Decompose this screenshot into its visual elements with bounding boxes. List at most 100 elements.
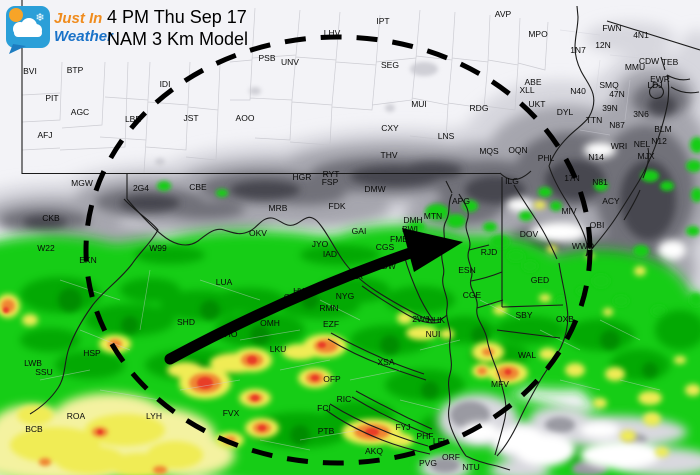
station-HGR: HGR xyxy=(293,172,312,182)
station-LNS: LNS xyxy=(438,131,455,141)
station-MUI: MUI xyxy=(411,99,427,109)
station-NHK: NHK xyxy=(427,315,445,325)
delaware-bay xyxy=(513,165,588,260)
county-lines xyxy=(21,7,661,451)
station-codes: BVI BTP IDI PIT AGC LBE JST AFJ MGW 2G4 CBE CKB IPT L… xyxy=(23,9,678,472)
station-CXY: CXY xyxy=(381,123,399,133)
station-EZF: EZF xyxy=(323,319,339,329)
station-MPO: MPO xyxy=(528,29,548,39)
station-FVX: FVX xyxy=(223,408,240,418)
station-AOO: AOO xyxy=(236,113,255,123)
station-SMQ: SMQ xyxy=(599,80,619,90)
nj-atlantic-coast xyxy=(585,74,670,257)
station-MMU: MMU xyxy=(625,62,645,72)
station-OFP: OFP xyxy=(323,374,341,384)
station-ACY: ACY xyxy=(602,196,620,206)
station-PIT: PIT xyxy=(45,93,58,103)
station-4N1: 4N1 xyxy=(633,30,649,40)
title-block: 4 PM Thu Sep 17 NAM 3 Km Model xyxy=(107,7,248,49)
station-N14: N14 xyxy=(588,152,604,162)
station-DMH: DMH xyxy=(403,215,422,225)
station-DYL: DYL xyxy=(557,107,574,117)
station-BTP: BTP xyxy=(67,65,84,75)
station-CKB: CKB xyxy=(42,213,60,223)
station-THV: THV xyxy=(381,150,398,160)
delaware-river xyxy=(548,5,595,167)
flow-arrow xyxy=(164,228,463,365)
station-LWB: LWB xyxy=(24,358,42,368)
station-2G4: 2G4 xyxy=(133,183,149,193)
station-LYH: LYH xyxy=(146,411,162,421)
station-CDW: CDW xyxy=(639,56,659,66)
station-TTN: TTN xyxy=(586,115,603,125)
arrow-head xyxy=(402,228,463,272)
station-MJX: MJX xyxy=(638,151,655,161)
james-river xyxy=(325,403,431,455)
station-BLM: BLM xyxy=(654,124,671,134)
station-EWR: EWR xyxy=(650,74,670,84)
station-GAI: GAI xyxy=(352,226,367,236)
station-FYJ: FYJ xyxy=(395,422,410,432)
title-datetime: 4 PM Thu Sep 17 xyxy=(107,7,247,27)
station-LUA: LUA xyxy=(216,277,233,287)
station-FDK: FDK xyxy=(329,201,346,211)
logo-bubble-tail xyxy=(9,44,26,54)
station-RJD: RJD xyxy=(481,247,498,257)
station-UKT: UKT xyxy=(529,99,546,109)
station-AVP: AVP xyxy=(495,9,512,19)
station-PVG: PVG xyxy=(419,458,437,468)
station-SHD: SHD xyxy=(177,317,195,327)
station-CBE: CBE xyxy=(189,182,207,192)
station-SSU: SSU xyxy=(35,367,52,377)
station-FWN: FWN xyxy=(602,23,621,33)
station-GED: GED xyxy=(531,275,549,285)
station-DOV: DOV xyxy=(520,229,539,239)
station-MGW: MGW xyxy=(71,178,93,188)
station-ILG: ILG xyxy=(505,176,519,186)
station-DMW: DMW xyxy=(364,184,385,194)
patuxent-river xyxy=(403,254,435,322)
station-XSA: XSA xyxy=(377,357,394,367)
station-2W6: 2W6 xyxy=(412,314,430,324)
station-ORF: ORF xyxy=(442,452,460,462)
station-NEL: NEL xyxy=(634,139,651,149)
station-LBE: LBE xyxy=(125,114,141,124)
station-LDJ: LDJ xyxy=(647,80,662,90)
station-PTB: PTB xyxy=(318,426,335,436)
station-MFV: MFV xyxy=(491,379,509,389)
snowflake-icon: ❄ xyxy=(35,11,44,24)
station-OKV: OKV xyxy=(249,228,267,238)
title-model: NAM 3 Km Model xyxy=(107,29,248,49)
york-river xyxy=(351,390,433,436)
dashed-circle-annotation xyxy=(83,34,593,466)
potomac-river-border xyxy=(126,198,448,321)
station-TEB: TEB xyxy=(662,57,679,67)
station-RMN: RMN xyxy=(319,303,338,313)
station-BCB: BCB xyxy=(25,424,43,434)
station-1N7: 1N7 xyxy=(570,45,586,55)
station-RYT: RYT xyxy=(323,169,340,179)
station-CGE: CGE xyxy=(463,290,482,300)
station-W99: W99 xyxy=(149,243,167,253)
station-AFJ: AFJ xyxy=(37,130,52,140)
station-NTU: NTU xyxy=(462,462,479,472)
station-MTN: MTN xyxy=(424,211,442,221)
station-NUI: NUI xyxy=(426,329,441,339)
station-FSP: FSP xyxy=(322,177,339,187)
station-OQN: OQN xyxy=(508,145,527,155)
station-LKU: LKU xyxy=(270,344,287,354)
station-MRB: MRB xyxy=(269,203,288,213)
station-IPT: IPT xyxy=(376,16,389,26)
station-APG: APG xyxy=(452,196,470,206)
station-WAL: WAL xyxy=(518,350,536,360)
station-OMH: OMH xyxy=(260,318,280,328)
station-NYG: NYG xyxy=(336,291,354,301)
station-17N: 17N xyxy=(564,173,580,183)
logo-text-line2: Weather xyxy=(54,28,114,45)
station-BVI: BVI xyxy=(23,66,37,76)
station-AKQ: AKQ xyxy=(365,446,383,456)
logo-text-line1: Just In xyxy=(54,10,102,27)
station-FCI: FCI xyxy=(317,403,331,413)
